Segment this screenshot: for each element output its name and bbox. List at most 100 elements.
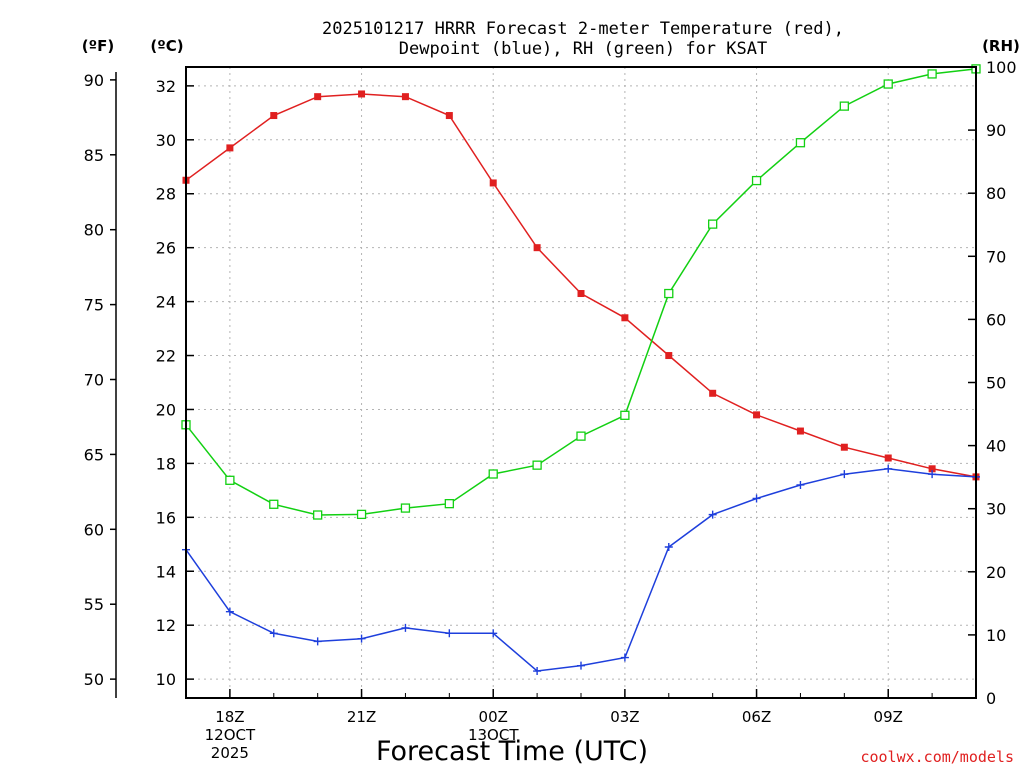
rh-point [444,499,454,509]
series-dewpoint-blue [182,464,980,676]
celsius-axis-unit: (ºC) [150,37,183,55]
dewpoint-point [225,607,234,616]
rh-tick-label: 60 [986,310,1006,329]
rh-point [664,288,674,299]
c-tick-label: 32 [156,77,176,96]
rh-tick-label: 0 [986,689,996,708]
rh-point [400,503,411,513]
rh-axis-unit: (RH) [982,37,1020,55]
temperature-point [489,179,497,187]
x-tick-label: 03Z [610,708,639,726]
f-tick-label: 50 [84,670,104,689]
rh-point [839,101,849,111]
dewpoint-point [533,667,542,676]
x-tick-label: 12OCT [205,726,256,744]
dewpoint-point [620,653,629,662]
c-tick-label: 28 [156,185,176,204]
dewpoint-point [796,480,805,489]
rh-point [620,410,630,420]
temperature-point [840,443,848,451]
rh-point [313,510,323,520]
temperature-point [445,112,453,120]
dewpoint-point [357,634,366,643]
series-line [185,468,977,672]
c-tick-label: 30 [156,131,176,150]
temperature-point [928,465,936,473]
rh-tick-label: 90 [986,121,1006,140]
temperature-point [884,454,892,462]
x-tick-label: 06Z [742,708,771,726]
rh-point [488,469,498,479]
c-tick-label: 20 [156,400,176,419]
fahrenheit-axis-unit: (ºF) [82,37,114,55]
temperature-point [796,427,804,435]
f-tick-label: 70 [84,371,104,390]
f-tick-label: 80 [84,221,104,240]
temperature-point [358,90,366,98]
dewpoint-point [664,542,673,551]
temperature-point [577,290,585,298]
temperature-point [753,411,761,419]
c-tick-label: 10 [156,670,176,689]
rh-tick-label: 40 [986,437,1006,456]
rh-point [576,431,586,441]
plot-frame [185,66,977,699]
x-tick-label: 00Z [479,708,508,726]
f-tick-label: 75 [84,296,104,315]
x-tick-label: 2025 [211,744,249,762]
rh-point [751,175,762,186]
rh-point [795,138,806,148]
x-tick-label: 21Z [347,708,376,726]
dewpoint-point [928,470,937,479]
dewpoint-point [708,510,717,519]
c-tick-label: 22 [156,347,176,366]
x-axis-title: Forecast Time (UTC) [376,736,648,767]
dewpoint-point [269,629,278,638]
dewpoint-point [313,637,322,646]
fahrenheit-axis: 50 55 60 65 70 75 80 85 90 [84,71,117,698]
c-tick-label: 18 [156,454,176,473]
rh-tick-label: 100 [986,58,1017,77]
temperature-point [226,144,234,152]
temperature-point [270,112,278,120]
dewpoint-point [445,629,454,638]
rh-point [532,460,542,470]
rh-point [225,475,235,485]
celsius-axis: 10 12 14 16 18 20 22 24 26 28 30 32 [156,77,194,689]
chart-title-line2: Dewpoint (blue), RH (green) for KSAT [399,39,767,59]
c-tick-label: 24 [156,293,176,312]
x-tick-label: 13OCT [468,726,519,744]
dewpoint-point [884,464,893,473]
dewpoint-point [489,629,498,638]
series-line [185,93,977,478]
rh-point [356,509,367,520]
rh-tick-label: 20 [986,563,1006,582]
x-tick-label: 09Z [874,708,903,726]
series-layer [181,64,981,676]
c-tick-label: 16 [156,508,176,527]
rh-point [708,219,718,229]
series-rh-green [181,64,981,520]
temperature-point [533,244,541,252]
credit-text: coolwx.com/models [860,748,1014,766]
rh-tick-label: 70 [986,247,1006,266]
rh-tick-label: 80 [986,184,1006,203]
gridlines [186,67,976,698]
dewpoint-point [840,470,849,479]
c-tick-label: 12 [156,616,176,635]
f-tick-label: 55 [84,595,104,614]
rh-point [883,79,893,89]
c-tick-label: 14 [156,562,176,581]
chart-title-line1: 2025101217 HRRR Forecast 2-meter Tempera… [322,19,844,39]
rh-point [269,499,279,509]
dewpoint-point [577,661,585,670]
c-tick-label: 26 [156,239,176,258]
temperature-point [314,93,322,101]
dewpoint-point [752,494,761,503]
rh-point [927,69,937,79]
rh-tick-label: 10 [986,626,1006,645]
x-tick-label: 18Z [215,708,244,726]
dewpoint-point [401,623,410,632]
